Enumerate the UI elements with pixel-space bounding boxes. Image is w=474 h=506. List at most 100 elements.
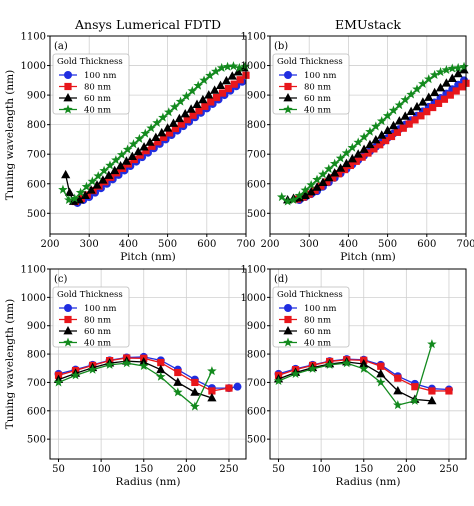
data-point bbox=[87, 176, 98, 186]
data-point bbox=[205, 70, 215, 80]
data-point bbox=[171, 124, 180, 133]
data-point bbox=[208, 387, 216, 395]
data-point bbox=[160, 133, 168, 141]
legend-marker bbox=[63, 326, 73, 335]
data-point bbox=[225, 384, 233, 392]
x-tick-label: 150 bbox=[134, 464, 153, 475]
data-point bbox=[104, 359, 115, 369]
data-point bbox=[65, 187, 75, 197]
data-point bbox=[93, 171, 103, 181]
data-point bbox=[317, 182, 325, 190]
x-tick-label: 600 bbox=[417, 239, 436, 250]
y-tick-label: 700 bbox=[247, 378, 266, 389]
legend-marker bbox=[64, 315, 72, 324]
data-point bbox=[86, 185, 96, 194]
data-point bbox=[199, 75, 209, 85]
data-point bbox=[427, 339, 437, 349]
data-point bbox=[377, 362, 385, 370]
x-tick-label: 100 bbox=[92, 464, 111, 475]
data-point bbox=[273, 376, 284, 386]
data-point bbox=[168, 118, 179, 127]
data-point bbox=[434, 99, 443, 107]
x-tick-label: 500 bbox=[158, 239, 177, 250]
data-point bbox=[164, 107, 174, 117]
data-point bbox=[417, 112, 425, 120]
data-point bbox=[158, 112, 168, 122]
legend-marker bbox=[283, 337, 293, 347]
x-axis-label: Pitch (nm) bbox=[120, 251, 176, 263]
data-point bbox=[335, 163, 346, 172]
x-tick-label: 700 bbox=[236, 239, 255, 250]
data-point bbox=[329, 174, 337, 182]
data-point bbox=[445, 387, 453, 395]
data-point bbox=[146, 123, 156, 133]
data-point bbox=[228, 61, 239, 71]
data-point bbox=[335, 170, 343, 178]
data-point bbox=[423, 108, 431, 116]
y-tick-label: 500 bbox=[27, 435, 46, 446]
legend-marker bbox=[284, 71, 292, 79]
data-point bbox=[70, 370, 81, 380]
y-tick-label: 900 bbox=[27, 91, 46, 102]
data-point bbox=[133, 146, 143, 156]
x-axis-label: Radius (nm) bbox=[116, 476, 181, 488]
x-tick-label: 150 bbox=[354, 464, 373, 475]
data-point bbox=[412, 84, 422, 94]
chart-title: Ansys Lumerical FDTD bbox=[74, 17, 221, 32]
legend-marker bbox=[64, 304, 72, 312]
data-point bbox=[447, 73, 457, 82]
data-point bbox=[459, 61, 469, 71]
x-axis-label: Pitch (nm) bbox=[340, 251, 396, 263]
data-point bbox=[376, 116, 387, 126]
y-tick-label: 1000 bbox=[21, 61, 46, 72]
legend-entry: 80 nm bbox=[304, 316, 331, 326]
data-point bbox=[121, 156, 132, 165]
data-point bbox=[81, 181, 92, 191]
data-point bbox=[121, 358, 132, 368]
data-point bbox=[157, 358, 165, 367]
data-point bbox=[427, 395, 437, 405]
data-point bbox=[181, 91, 192, 101]
data-point bbox=[198, 94, 208, 104]
data-point bbox=[447, 63, 458, 73]
data-point bbox=[359, 359, 369, 368]
legend-marker bbox=[284, 82, 292, 91]
legend-entry: 60 nm bbox=[84, 327, 111, 337]
y-tick-label: 800 bbox=[247, 350, 266, 361]
data-point bbox=[453, 68, 463, 78]
legend-marker bbox=[284, 304, 292, 312]
legend-entry: 40 nm bbox=[304, 339, 331, 349]
y-tick-label: 600 bbox=[247, 406, 266, 417]
y-axis-label: Tuning wavelength (nm) bbox=[4, 299, 16, 429]
data-point bbox=[290, 368, 301, 378]
y-tick-label: 800 bbox=[27, 350, 46, 361]
data-point bbox=[394, 116, 404, 125]
data-point bbox=[193, 80, 203, 90]
data-point bbox=[165, 129, 174, 137]
data-point bbox=[318, 169, 328, 179]
x-tick-label: 250 bbox=[219, 464, 238, 475]
data-point bbox=[148, 142, 156, 150]
data-point bbox=[204, 90, 214, 99]
data-point bbox=[233, 382, 242, 391]
legend-title: Gold Thickness bbox=[277, 57, 343, 67]
data-point bbox=[192, 99, 202, 108]
data-point bbox=[58, 184, 68, 194]
data-point bbox=[127, 151, 137, 160]
data-point bbox=[187, 85, 198, 96]
data-point bbox=[216, 62, 227, 72]
data-point bbox=[324, 172, 334, 182]
legend-marker bbox=[283, 104, 293, 114]
data-point bbox=[410, 395, 420, 405]
data-point bbox=[424, 92, 434, 101]
plot-frame bbox=[49, 268, 247, 460]
legend-entry: 80 nm bbox=[84, 83, 111, 93]
legend-marker bbox=[63, 93, 73, 102]
legend-entry: 40 nm bbox=[84, 339, 111, 349]
data-point bbox=[382, 110, 393, 120]
data-point bbox=[138, 360, 149, 371]
legend-marker bbox=[284, 315, 292, 324]
y-tick-label: 600 bbox=[27, 179, 46, 190]
